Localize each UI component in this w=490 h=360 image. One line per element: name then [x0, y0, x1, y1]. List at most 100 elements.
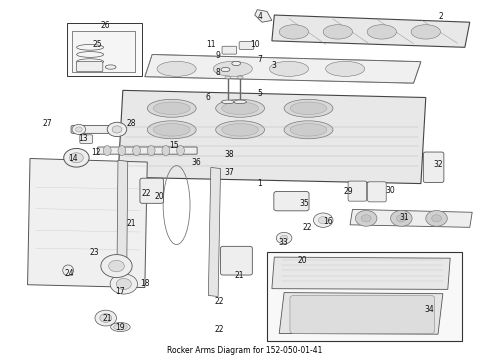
Ellipse shape [221, 100, 234, 104]
FancyBboxPatch shape [239, 41, 254, 49]
Polygon shape [350, 210, 472, 227]
Ellipse shape [279, 25, 309, 39]
Ellipse shape [284, 99, 333, 117]
Circle shape [100, 314, 112, 323]
Polygon shape [272, 15, 470, 47]
Text: 30: 30 [386, 185, 395, 194]
Text: 38: 38 [224, 150, 234, 159]
Text: 29: 29 [344, 187, 353, 196]
Ellipse shape [326, 61, 365, 76]
Text: 24: 24 [64, 269, 74, 278]
Circle shape [432, 215, 441, 222]
Text: 2: 2 [438, 12, 443, 21]
Bar [67, 23, 143, 76]
Ellipse shape [234, 100, 246, 104]
Text: 22: 22 [215, 297, 224, 306]
Text: 20: 20 [298, 256, 307, 265]
FancyBboxPatch shape [80, 135, 93, 143]
Text: 27: 27 [42, 119, 52, 128]
Text: 13: 13 [78, 134, 88, 143]
FancyBboxPatch shape [220, 246, 252, 275]
Ellipse shape [222, 123, 258, 136]
Polygon shape [272, 257, 450, 289]
Text: 33: 33 [278, 238, 288, 247]
Circle shape [116, 279, 131, 289]
Text: 14: 14 [68, 154, 78, 163]
Text: 12: 12 [91, 148, 101, 157]
Circle shape [391, 211, 412, 226]
Ellipse shape [114, 324, 127, 330]
Ellipse shape [147, 121, 196, 139]
Ellipse shape [216, 121, 265, 139]
Circle shape [112, 126, 122, 133]
Ellipse shape [232, 61, 241, 66]
FancyBboxPatch shape [76, 62, 103, 72]
Ellipse shape [284, 121, 333, 139]
Ellipse shape [162, 145, 170, 156]
Circle shape [110, 274, 138, 294]
Text: 32: 32 [433, 161, 443, 170]
Text: 16: 16 [323, 217, 333, 226]
Circle shape [396, 215, 406, 222]
Circle shape [109, 260, 124, 272]
Circle shape [318, 217, 328, 224]
Circle shape [72, 125, 86, 134]
Text: 34: 34 [425, 305, 435, 314]
Text: 3: 3 [272, 61, 277, 70]
Circle shape [361, 215, 371, 222]
Text: 10: 10 [250, 40, 260, 49]
Circle shape [355, 211, 377, 226]
Text: 9: 9 [216, 51, 220, 60]
Text: 1: 1 [257, 179, 262, 188]
Polygon shape [118, 90, 426, 184]
Text: 31: 31 [399, 213, 409, 222]
Text: 19: 19 [116, 323, 125, 332]
Text: 15: 15 [170, 141, 179, 150]
Ellipse shape [111, 323, 130, 332]
Ellipse shape [118, 145, 126, 156]
Ellipse shape [290, 102, 327, 114]
Text: 20: 20 [155, 192, 164, 201]
FancyBboxPatch shape [290, 296, 435, 333]
Polygon shape [145, 54, 421, 83]
FancyBboxPatch shape [274, 192, 309, 211]
Ellipse shape [411, 25, 441, 39]
Text: 23: 23 [90, 248, 99, 257]
FancyBboxPatch shape [98, 147, 197, 154]
Circle shape [280, 235, 288, 241]
Text: 21: 21 [234, 270, 244, 279]
Text: 11: 11 [206, 40, 216, 49]
Text: 4: 4 [257, 12, 262, 21]
Text: 26: 26 [101, 21, 111, 30]
Text: 18: 18 [140, 279, 149, 288]
Text: 21: 21 [102, 314, 112, 323]
Text: 8: 8 [216, 68, 220, 77]
Ellipse shape [216, 99, 265, 117]
Ellipse shape [103, 145, 111, 156]
Polygon shape [27, 158, 147, 288]
Text: 28: 28 [127, 119, 136, 128]
FancyBboxPatch shape [140, 178, 163, 203]
Ellipse shape [237, 76, 243, 79]
FancyBboxPatch shape [348, 181, 367, 201]
Text: 35: 35 [300, 199, 310, 208]
Ellipse shape [323, 25, 352, 39]
Text: 21: 21 [127, 219, 136, 228]
FancyBboxPatch shape [71, 126, 119, 134]
Ellipse shape [221, 67, 230, 72]
Circle shape [70, 153, 83, 163]
Text: 5: 5 [257, 89, 262, 98]
Circle shape [314, 213, 333, 227]
Ellipse shape [290, 123, 327, 136]
Ellipse shape [153, 102, 190, 114]
Bar [267, 252, 463, 341]
Ellipse shape [367, 25, 396, 39]
Text: 22: 22 [142, 189, 151, 198]
Text: 7: 7 [257, 55, 262, 64]
FancyBboxPatch shape [368, 182, 386, 202]
Text: 17: 17 [116, 287, 125, 296]
Circle shape [101, 255, 132, 278]
Circle shape [276, 232, 292, 244]
Polygon shape [279, 293, 443, 334]
Ellipse shape [157, 61, 196, 76]
